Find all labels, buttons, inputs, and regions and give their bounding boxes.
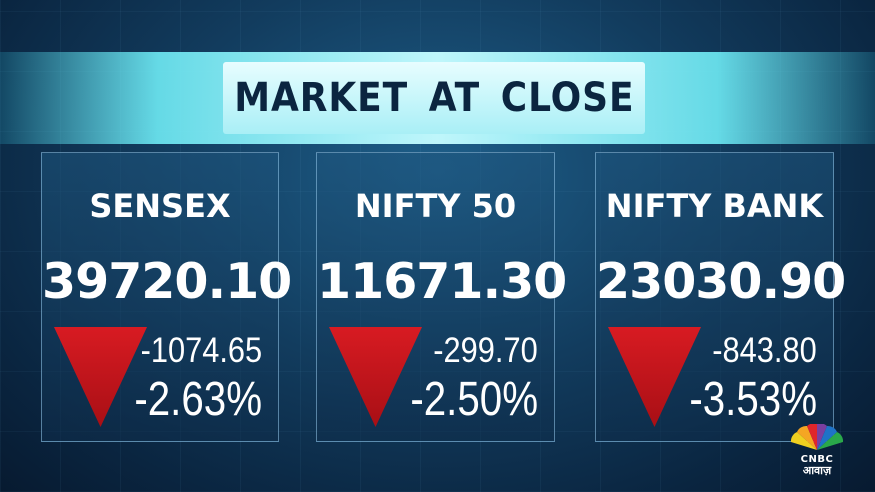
index-value: 11671.30 (317, 253, 567, 310)
index-name: SENSEX (89, 187, 231, 225)
down-arrow-icon (608, 327, 701, 427)
index-percent: -2.50% (410, 373, 538, 426)
index-percent: -3.53% (689, 373, 817, 426)
index-change: -843.80 (712, 331, 817, 370)
peacock-icon (790, 423, 844, 450)
index-value: 23030.90 (596, 253, 846, 310)
down-arrow-icon (54, 327, 147, 427)
index-value: 39720.10 (42, 253, 292, 310)
panel-nifty-bank: NIFTY BANK 23030.90 -843.80 -3.53% (595, 152, 846, 442)
title-banner: MARKET AT CLOSE (223, 62, 645, 134)
index-name: NIFTY 50 (354, 187, 517, 225)
index-change: -299.70 (433, 331, 538, 370)
logo-brand: CNBC (800, 454, 834, 465)
page-title: MARKET AT CLOSE (233, 75, 635, 121)
panel-sensex: SENSEX 39720.10 -1074.65 -2.63% (41, 152, 292, 442)
logo-subtitle: आवाज़ (802, 464, 832, 477)
cnbc-awaaz-logo: CNBC आवाज़ (789, 423, 845, 482)
down-arrow-icon (329, 327, 422, 427)
index-percent: -2.63% (134, 373, 262, 426)
index-change: -1074.65 (140, 331, 262, 370)
panel-nifty-50: NIFTY 50 11671.30 -299.70 -2.50% (316, 152, 567, 442)
index-name: NIFTY BANK (605, 187, 824, 225)
